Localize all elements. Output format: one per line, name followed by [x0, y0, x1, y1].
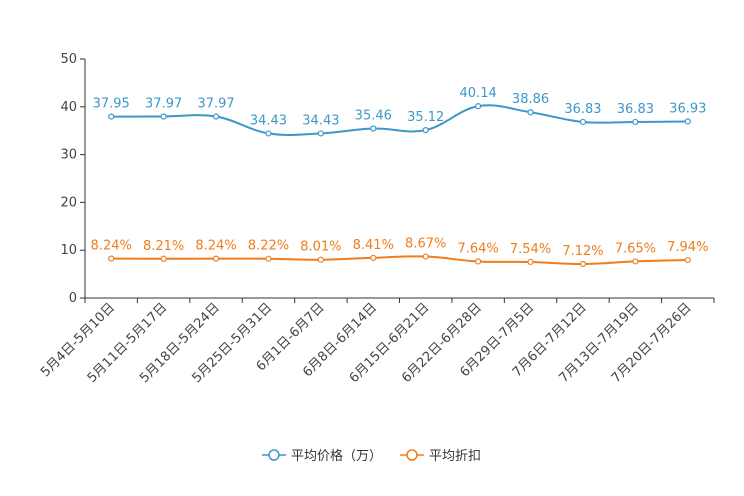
series-1: 37.95 37.97 37.97 34.43 34.43 35.46 35.12 40.14…: [93, 86, 706, 137]
data-point[interactable]: [579, 118, 587, 126]
legend-item[interactable]: 平均价格（万）: [262, 448, 382, 464]
axes: 010203040505月4日-5月10日5月11日-5月17日5月18日-5月…: [38, 52, 715, 386]
series-2: 8.24% 8.21% 8.24% 8.22% 8.01% 8.41% 8.67% 7.64%…: [91, 237, 708, 268]
legend-label: 平均价格（万）: [291, 448, 382, 464]
data-label: 8.41%: [353, 238, 394, 253]
legend-label: 平均折扣: [429, 449, 481, 464]
data-point[interactable]: [370, 125, 377, 132]
data-label: 8.24%: [195, 239, 236, 254]
data-point[interactable]: [527, 109, 534, 116]
data-point[interactable]: [108, 255, 115, 262]
data-point[interactable]: [317, 130, 324, 137]
legend-item[interactable]: 平均折扣: [400, 449, 481, 464]
data-label: 37.95: [93, 97, 130, 112]
data-point[interactable]: [632, 118, 639, 126]
data-label: 7.65%: [615, 241, 656, 256]
data-label: 36.83: [564, 102, 601, 117]
data-label: 36.83: [617, 102, 654, 117]
legend: 平均价格（万） 平均折扣: [262, 448, 481, 464]
data-label: 8.24%: [91, 239, 132, 254]
y-tick-label: 0: [69, 291, 77, 306]
series-line: [111, 104, 688, 136]
data-label: 7.54%: [510, 242, 551, 257]
data-label: 8.01%: [300, 240, 341, 255]
y-tick-label: 10: [60, 243, 77, 258]
data-label: 8.22%: [248, 239, 289, 254]
data-point[interactable]: [579, 260, 587, 268]
legend-marker-icon: [406, 449, 418, 461]
data-label: 35.12: [407, 110, 444, 125]
y-tick-label: 20: [60, 195, 77, 210]
y-tick-label: 40: [60, 100, 77, 115]
data-label: 7.94%: [667, 240, 708, 255]
data-label: 7.12%: [562, 244, 603, 259]
y-tick-label: 50: [60, 52, 77, 67]
series-line: [111, 255, 688, 265]
data-label: 40.14: [460, 86, 497, 101]
legend-marker-icon: [268, 449, 280, 461]
data-point[interactable]: [684, 256, 691, 264]
data-point[interactable]: [212, 255, 220, 262]
data-label: 35.46: [355, 109, 392, 124]
y-tick-label: 30: [60, 148, 77, 163]
data-point[interactable]: [160, 113, 167, 120]
data-label: 36.93: [669, 101, 706, 116]
data-point[interactable]: [160, 255, 167, 262]
series-layer: 37.95 37.97 37.97 34.43 34.43 35.46 35.12 40.14…: [91, 86, 708, 268]
data-label: 8.67%: [405, 237, 446, 252]
data-label: 7.64%: [457, 241, 498, 256]
data-point[interactable]: [108, 113, 115, 120]
data-point[interactable]: [632, 258, 639, 265]
data-label: 37.97: [145, 97, 182, 112]
data-point[interactable]: [317, 256, 324, 263]
data-label: 8.21%: [143, 239, 184, 254]
data-point[interactable]: [422, 253, 429, 260]
data-label: 34.43: [250, 113, 287, 128]
data-point[interactable]: [265, 130, 272, 137]
data-label: 37.97: [197, 97, 234, 112]
data-point[interactable]: [475, 103, 482, 110]
data-point[interactable]: [370, 254, 377, 261]
data-point[interactable]: [265, 255, 272, 262]
data-point[interactable]: [684, 118, 691, 125]
data-label: 34.43: [302, 113, 339, 128]
data-label: 38.86: [512, 92, 549, 107]
data-point[interactable]: [212, 113, 220, 120]
data-point[interactable]: [527, 258, 534, 266]
data-point[interactable]: [422, 127, 429, 134]
data-point[interactable]: [475, 258, 482, 265]
